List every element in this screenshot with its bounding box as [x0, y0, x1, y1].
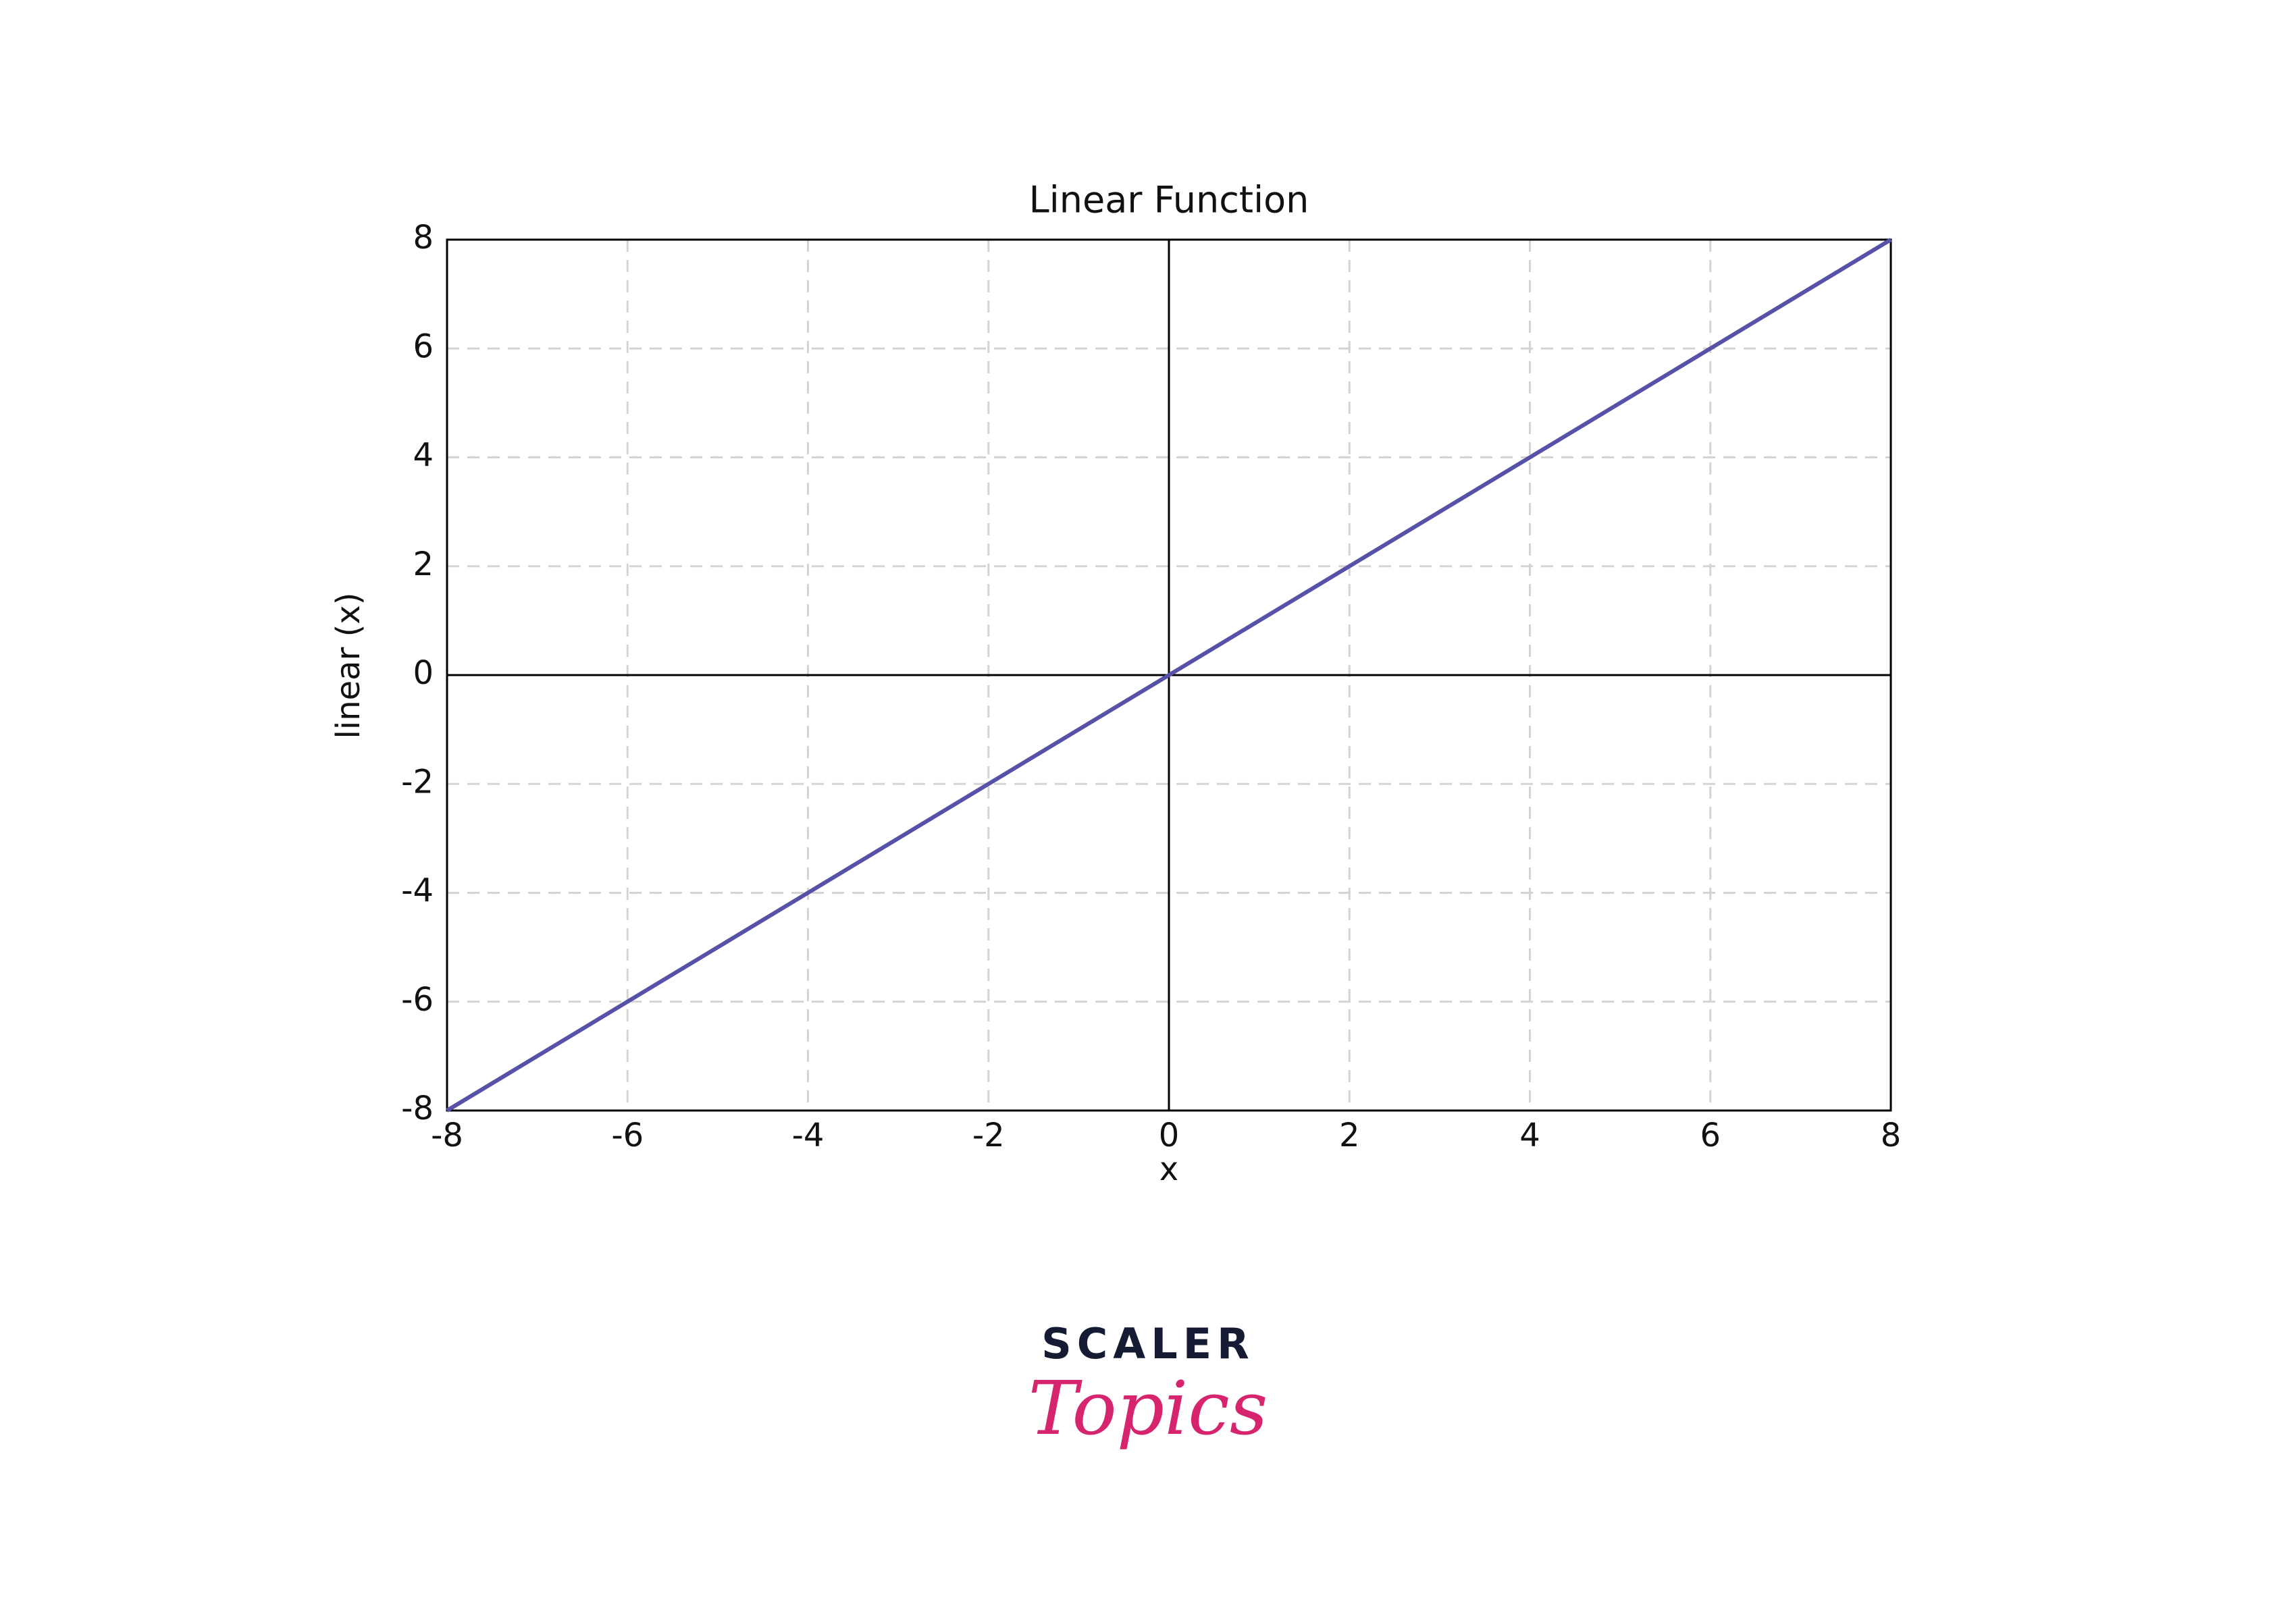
x-tick-label: 6: [1700, 1117, 1721, 1154]
plot-frame: [446, 238, 1892, 1112]
x-tick-label: -2: [972, 1117, 1005, 1154]
y-axis-label: linear (x): [330, 593, 367, 739]
line: [446, 238, 1892, 1113]
y-tick-label: 0: [413, 654, 434, 692]
y-tick-label: 4: [413, 437, 434, 475]
logo-top: SCALER: [1041, 1319, 1255, 1368]
x-tick-label: 4: [1519, 1117, 1540, 1154]
y-tick-label: 2: [413, 545, 434, 583]
x-tick-label: -8: [431, 1117, 463, 1154]
y-tick-label: 8: [413, 219, 434, 257]
x-tick-label: 8: [1881, 1117, 1902, 1154]
x-tick-label: -4: [792, 1117, 825, 1154]
x-tick-label: -6: [611, 1117, 644, 1154]
logo-bottom: Topics: [1028, 1365, 1268, 1451]
y-tick-label: -6: [401, 981, 434, 1019]
y-tick-label: 6: [413, 327, 434, 365]
x-tick-label: 2: [1339, 1117, 1360, 1154]
x-axis-label: x: [1159, 1150, 1178, 1188]
x-tick-label: 0: [1159, 1117, 1180, 1154]
chart-title: Linear Function: [1029, 179, 1309, 221]
y-tick-label: -4: [401, 872, 434, 910]
y-tick-label: -8: [401, 1090, 434, 1127]
y-tick-label: -2: [401, 763, 434, 801]
